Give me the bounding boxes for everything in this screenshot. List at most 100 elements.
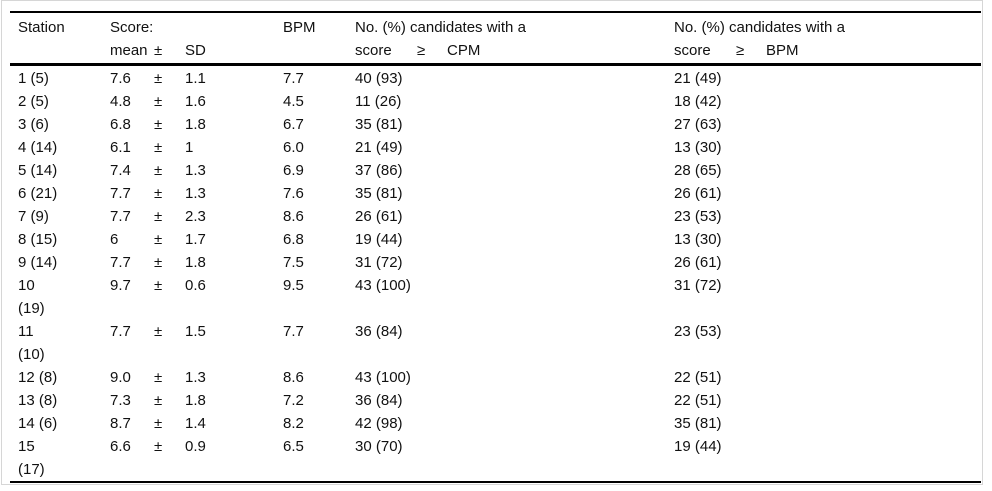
table-row: 6 (21) 7.7 ±1.3 7.6 35 (81) 26 (61): [18, 182, 981, 205]
header-cpm-ref: CPM: [447, 42, 481, 59]
plus-minus-symbol: ±: [154, 185, 163, 202]
bpm-cell: 9.5: [283, 277, 304, 294]
cpm-count-cell: 30 (70): [355, 438, 403, 455]
header-bpm: BPM: [283, 16, 355, 62]
station-cell: 13 (8): [18, 392, 58, 409]
bpm-cell: 6.0: [283, 139, 304, 156]
table-header-row: Station Score: mean ± SD BPM No. (%) candi…: [10, 13, 981, 66]
score-cell: 7.7 ±1.3: [110, 182, 283, 205]
cpm-count-cell: 35 (81): [355, 185, 403, 202]
score-cell: 9.7 ±0.6: [110, 274, 283, 320]
bpm-cell: 4.5: [283, 93, 304, 110]
header-bpm-count-line2: score ≥ BPM: [674, 39, 981, 62]
cpm-count-cell: 43 (100): [355, 369, 411, 386]
station-cell: 10 (19): [18, 277, 45, 317]
cpm-count-cell: 42 (98): [355, 415, 403, 432]
header-cpm-score-word: score: [355, 42, 392, 59]
score-cell: 8.7 ±1.4: [110, 412, 283, 435]
header-score-mean: mean: [110, 42, 148, 59]
table-row: 15 (17) 6.6 ±0.9 6.5 30 (70) 19 (44): [18, 435, 981, 481]
plus-minus-symbol: ±: [154, 231, 163, 248]
header-station-label: Station: [18, 19, 65, 36]
station-cell: 11 (10): [18, 323, 45, 363]
cpm-count-cell: 36 (84): [355, 323, 403, 340]
table-row: 9 (14) 7.7 ±1.8 7.5 31 (72) 26 (61): [18, 251, 981, 274]
station-cell: 8 (15): [18, 231, 58, 248]
bpm-count-cell: 13 (30): [674, 139, 722, 156]
station-cell: 6 (21): [18, 185, 58, 202]
score-cell: 7.7 ±2.3: [110, 205, 283, 228]
table-row: 14 (6) 8.7 ±1.4 8.2 42 (98) 35 (81): [18, 412, 981, 435]
score-cell: 7.7 ±1.5: [110, 320, 283, 366]
bpm-count-cell: 27 (63): [674, 116, 722, 133]
bpm-count-cell: 22 (51): [674, 392, 722, 409]
table-row: 3 (6) 6.8 ±1.8 6.7 35 (81) 27 (63): [18, 113, 981, 136]
station-cell: 1 (5): [18, 70, 49, 87]
plus-minus-symbol: ±: [154, 277, 163, 294]
header-cpm-count-line2: score ≥ CPM: [355, 39, 674, 62]
station-cell: 7 (9): [18, 208, 49, 225]
plus-minus-symbol: ±: [154, 438, 163, 455]
bpm-count-cell: 18 (42): [674, 93, 722, 110]
station-cell: 14 (6): [18, 415, 58, 432]
greater-equal-symbol: ≥: [417, 42, 426, 59]
bpm-cell: 6.5: [283, 438, 304, 455]
score-cell: 4.8 ±1.6: [110, 90, 283, 113]
bpm-cell: 6.8: [283, 231, 304, 248]
plus-minus-symbol: ±: [154, 254, 163, 271]
bpm-cell: 8.6: [283, 369, 304, 386]
table-row: 8 (15) 6 ±1.7 6.8 19 (44) 13 (30): [18, 228, 981, 251]
cpm-count-cell: 40 (93): [355, 70, 403, 87]
bpm-cell: 7.6: [283, 185, 304, 202]
score-cell: 7.4 ±1.3: [110, 159, 283, 182]
bpm-cell: 6.9: [283, 162, 304, 179]
score-cell: 7.7 ±1.8: [110, 251, 283, 274]
header-score-line2: mean ± SD: [110, 39, 283, 62]
header-score-sd: SD: [185, 42, 206, 59]
header-bpm-label: BPM: [283, 19, 316, 36]
table-row: 11 (10) 7.7 ±1.5 7.7 36 (84) 23 (53): [18, 320, 981, 366]
table-row: 12 (8) 9.0 ±1.3 8.6 43 (100) 22 (51): [18, 366, 981, 389]
bpm-cell: 7.2: [283, 392, 304, 409]
header-station: Station: [18, 16, 110, 62]
bpm-cell: 7.7: [283, 323, 304, 340]
score-cell: 7.3 ±1.8: [110, 389, 283, 412]
bpm-count-cell: 26 (61): [674, 185, 722, 202]
plus-minus-symbol: ±: [154, 208, 163, 225]
station-cell: 9 (14): [18, 254, 58, 271]
score-cell: 6 ±1.7: [110, 228, 283, 251]
station-cell: 2 (5): [18, 93, 49, 110]
cpm-count-cell: 37 (86): [355, 162, 403, 179]
bpm-cell: 7.5: [283, 254, 304, 271]
bpm-count-cell: 19 (44): [674, 438, 722, 455]
score-cell: 7.6 ±1.1: [110, 67, 283, 90]
header-score: Score: mean ± SD: [110, 16, 283, 62]
header-bpm-count-line1: No. (%) candidates with a: [674, 19, 845, 36]
bpm-count-cell: 28 (65): [674, 162, 722, 179]
table-frame: Station Score: mean ± SD BPM No. (%) candi…: [1, 0, 983, 485]
bpm-count-cell: 13 (30): [674, 231, 722, 248]
score-cell: 6.6 ±0.9: [110, 435, 283, 481]
cpm-count-cell: 19 (44): [355, 231, 403, 248]
plus-minus-symbol: ±: [154, 93, 163, 110]
bpm-count-cell: 26 (61): [674, 254, 722, 271]
header-bpm-ref: BPM: [766, 42, 799, 59]
bpm-count-cell: 23 (53): [674, 208, 722, 225]
bpm-cell: 8.6: [283, 208, 304, 225]
bpm-cell: 6.7: [283, 116, 304, 133]
table-row: 2 (5) 4.8 ±1.6 4.5 11 (26) 18 (42): [18, 90, 981, 113]
cpm-count-cell: 31 (72): [355, 254, 403, 271]
plus-minus-symbol: ±: [154, 116, 163, 133]
plus-minus-symbol: ±: [154, 369, 163, 386]
bpm-cell: 8.2: [283, 415, 304, 432]
plus-minus-symbol: ±: [154, 392, 163, 409]
bpm-count-cell: 31 (72): [674, 277, 722, 294]
bpm-count-cell: 21 (49): [674, 70, 722, 87]
table-row: 5 (14) 7.4 ±1.3 6.9 37 (86) 28 (65): [18, 159, 981, 182]
cpm-count-cell: 36 (84): [355, 392, 403, 409]
table-body: 1 (5) 7.6 ±1.1 7.7 40 (93) 21 (49) 2 (5) 4.8 ±1.…: [10, 66, 981, 481]
table-row: 10 (19) 9.7 ±0.6 9.5 43 (100) 31 (72): [18, 274, 981, 320]
bpm-count-cell: 35 (81): [674, 415, 722, 432]
cpm-count-cell: 35 (81): [355, 116, 403, 133]
